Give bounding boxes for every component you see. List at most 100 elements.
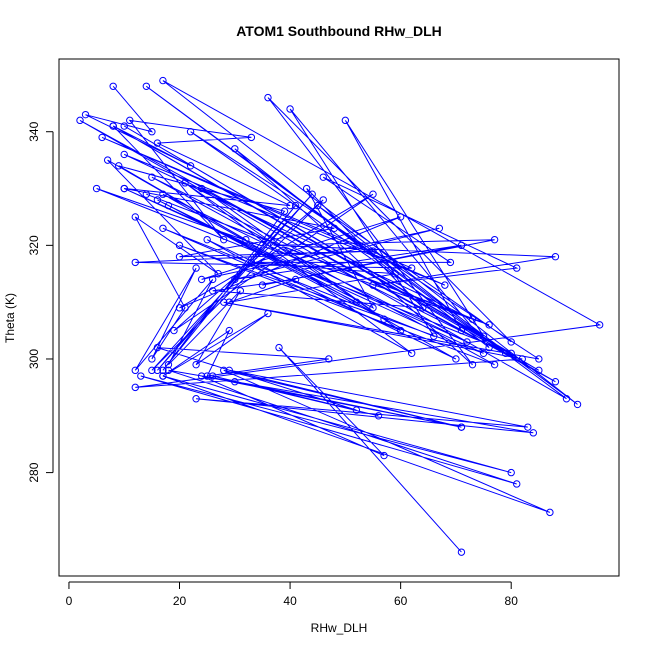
data-point <box>468 315 477 323</box>
data-point <box>507 338 515 346</box>
data-point <box>391 270 399 278</box>
data-point <box>396 213 405 221</box>
data-point <box>485 321 493 329</box>
data-point <box>197 184 206 193</box>
data-point <box>164 366 173 375</box>
data-point <box>457 326 466 335</box>
chart-title: ATOM1 Southbound RHw_DLH <box>236 23 442 39</box>
data-point <box>507 468 515 477</box>
data-point <box>551 253 560 261</box>
data-point <box>175 253 184 261</box>
data-point <box>595 321 604 329</box>
data-point <box>501 349 510 357</box>
x-tick-label: 80 <box>505 594 519 608</box>
data-point <box>225 366 233 375</box>
data-point <box>369 190 377 198</box>
data-point <box>120 150 128 159</box>
data-point <box>142 82 151 90</box>
data-point <box>153 366 162 375</box>
data-point <box>479 332 488 340</box>
data-point <box>208 275 217 284</box>
data-point <box>573 400 582 409</box>
data-point <box>175 304 184 312</box>
data-point <box>220 298 228 306</box>
data-point <box>529 429 538 437</box>
data-point <box>407 349 416 357</box>
data-point <box>153 196 162 204</box>
data-point <box>269 241 278 250</box>
y-tick-label: 340 <box>27 121 41 141</box>
data-point <box>562 395 571 403</box>
data-point <box>518 355 526 363</box>
x-axis: 0 20 40 60 80 <box>66 581 519 608</box>
data-point <box>380 451 388 460</box>
data-point <box>291 201 300 210</box>
data-point <box>186 128 195 136</box>
data-point <box>513 480 521 488</box>
data-point <box>192 264 200 272</box>
data-point <box>159 190 167 198</box>
y-axis: 280 300 320 340 <box>27 121 54 483</box>
data-point <box>81 110 90 119</box>
data-point <box>208 287 217 295</box>
data-point <box>535 355 543 363</box>
data-point <box>463 338 471 346</box>
y-tick-label: 280 <box>27 462 41 482</box>
y-axis-label: Theta (K) <box>3 293 17 343</box>
data-point <box>197 372 206 380</box>
data-point <box>225 298 233 306</box>
data-point <box>148 173 156 181</box>
data-point <box>120 184 128 193</box>
data-point <box>214 270 222 278</box>
data-point <box>203 372 211 380</box>
data-point <box>164 360 173 369</box>
data-point <box>192 395 200 403</box>
x-tick-label: 20 <box>173 594 187 608</box>
data-point <box>231 145 239 153</box>
data-point <box>308 190 316 198</box>
data-point <box>374 412 383 420</box>
data-point <box>159 224 167 233</box>
data-point <box>380 315 388 323</box>
data-point <box>490 235 499 244</box>
data-point <box>258 281 267 289</box>
data-point <box>131 366 139 375</box>
data-point <box>164 201 173 210</box>
plot-frame <box>58 58 620 577</box>
data-point <box>98 133 106 142</box>
data-point <box>148 355 156 363</box>
data-point <box>535 366 543 375</box>
data-point <box>396 326 405 335</box>
data-point <box>231 377 239 386</box>
data-point <box>452 355 460 363</box>
data-point <box>369 281 377 289</box>
series-line <box>79 80 602 553</box>
data-point <box>430 332 438 340</box>
data-point <box>159 366 167 375</box>
data-point <box>242 235 250 244</box>
data-point <box>159 372 167 380</box>
data-point <box>302 184 311 193</box>
data-point <box>485 343 493 352</box>
data-point <box>247 258 256 267</box>
data-point <box>153 343 162 352</box>
data-point <box>341 116 350 125</box>
data-point <box>247 133 256 142</box>
data-point <box>286 105 294 113</box>
data-point <box>546 508 554 517</box>
data-point <box>524 423 532 431</box>
data-point <box>369 304 377 312</box>
x-tick-label: 0 <box>66 594 73 608</box>
data-point <box>369 247 377 255</box>
x-tick-label: 40 <box>283 594 297 608</box>
data-point <box>109 122 117 130</box>
data-point <box>435 224 444 233</box>
data-point <box>264 93 272 102</box>
data-point <box>92 184 101 193</box>
data-point <box>236 287 245 295</box>
data-point <box>148 366 156 375</box>
data-point <box>286 201 294 210</box>
data-point <box>131 258 139 267</box>
data-point <box>319 173 327 181</box>
